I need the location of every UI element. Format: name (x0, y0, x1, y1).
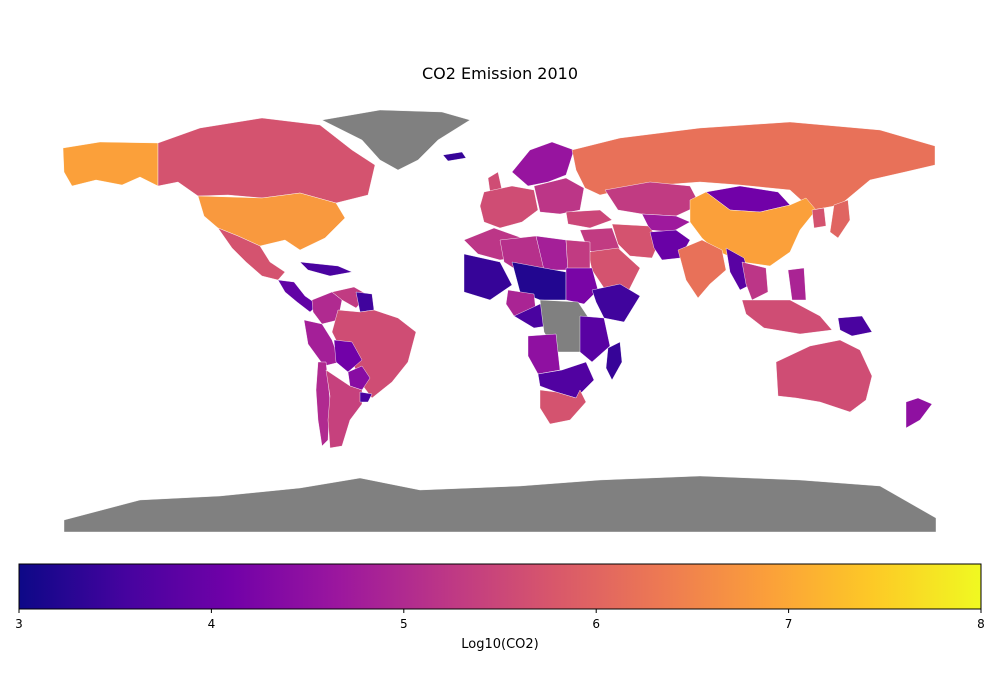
region-sahel (463, 253, 513, 301)
region-bolivia (333, 339, 363, 373)
region-argentina (325, 369, 363, 449)
colorbar-gradient (18, 563, 982, 610)
region-thailand-vietnam (741, 261, 769, 301)
colorbar-tick-label: 3 (15, 617, 23, 631)
chart-title: CO2 Emission 2010 (421, 64, 579, 83)
world-map (62, 109, 937, 533)
region-eastern-europe (533, 177, 585, 215)
region-mexico (217, 227, 286, 281)
region-antarctica (63, 475, 937, 533)
region-papua-new-guinea (837, 315, 873, 337)
region-korea (811, 207, 827, 229)
region-alaska (62, 141, 159, 187)
region-scandinavia (511, 141, 575, 187)
colorbar-tick-label: 4 (208, 617, 216, 631)
region-australia (775, 339, 873, 413)
region-chile (315, 361, 331, 447)
colorbar-tick-label: 7 (785, 617, 793, 631)
colorbar-label: Log10(CO2) (461, 637, 539, 652)
region-east-africa (579, 315, 611, 363)
region-kazakhstan (604, 181, 701, 217)
region-paraguay (347, 365, 371, 391)
colorbar-tick-label: 6 (592, 617, 600, 631)
region-turkey (565, 209, 613, 229)
region-southern-africa (537, 361, 595, 399)
region-iran (611, 223, 661, 259)
region-madagascar (605, 341, 623, 381)
region-uruguay (359, 391, 373, 403)
region-new-zealand (905, 397, 933, 429)
region-indonesia-malaysia (741, 299, 833, 335)
region-south-africa (539, 389, 587, 425)
region-india (677, 239, 727, 299)
region-ethiopia-somalia (591, 283, 641, 323)
region-philippines (787, 267, 807, 301)
region-iceland (442, 151, 467, 162)
region-caribbean (299, 261, 353, 277)
colorbar-tick-label: 8 (977, 617, 985, 631)
region-western-europe (479, 185, 539, 229)
region-sudan (565, 267, 599, 305)
colorbar-tick-label: 5 (400, 617, 408, 631)
region-russia (571, 121, 936, 211)
region-greenland (321, 109, 471, 171)
region-japan (829, 199, 851, 239)
